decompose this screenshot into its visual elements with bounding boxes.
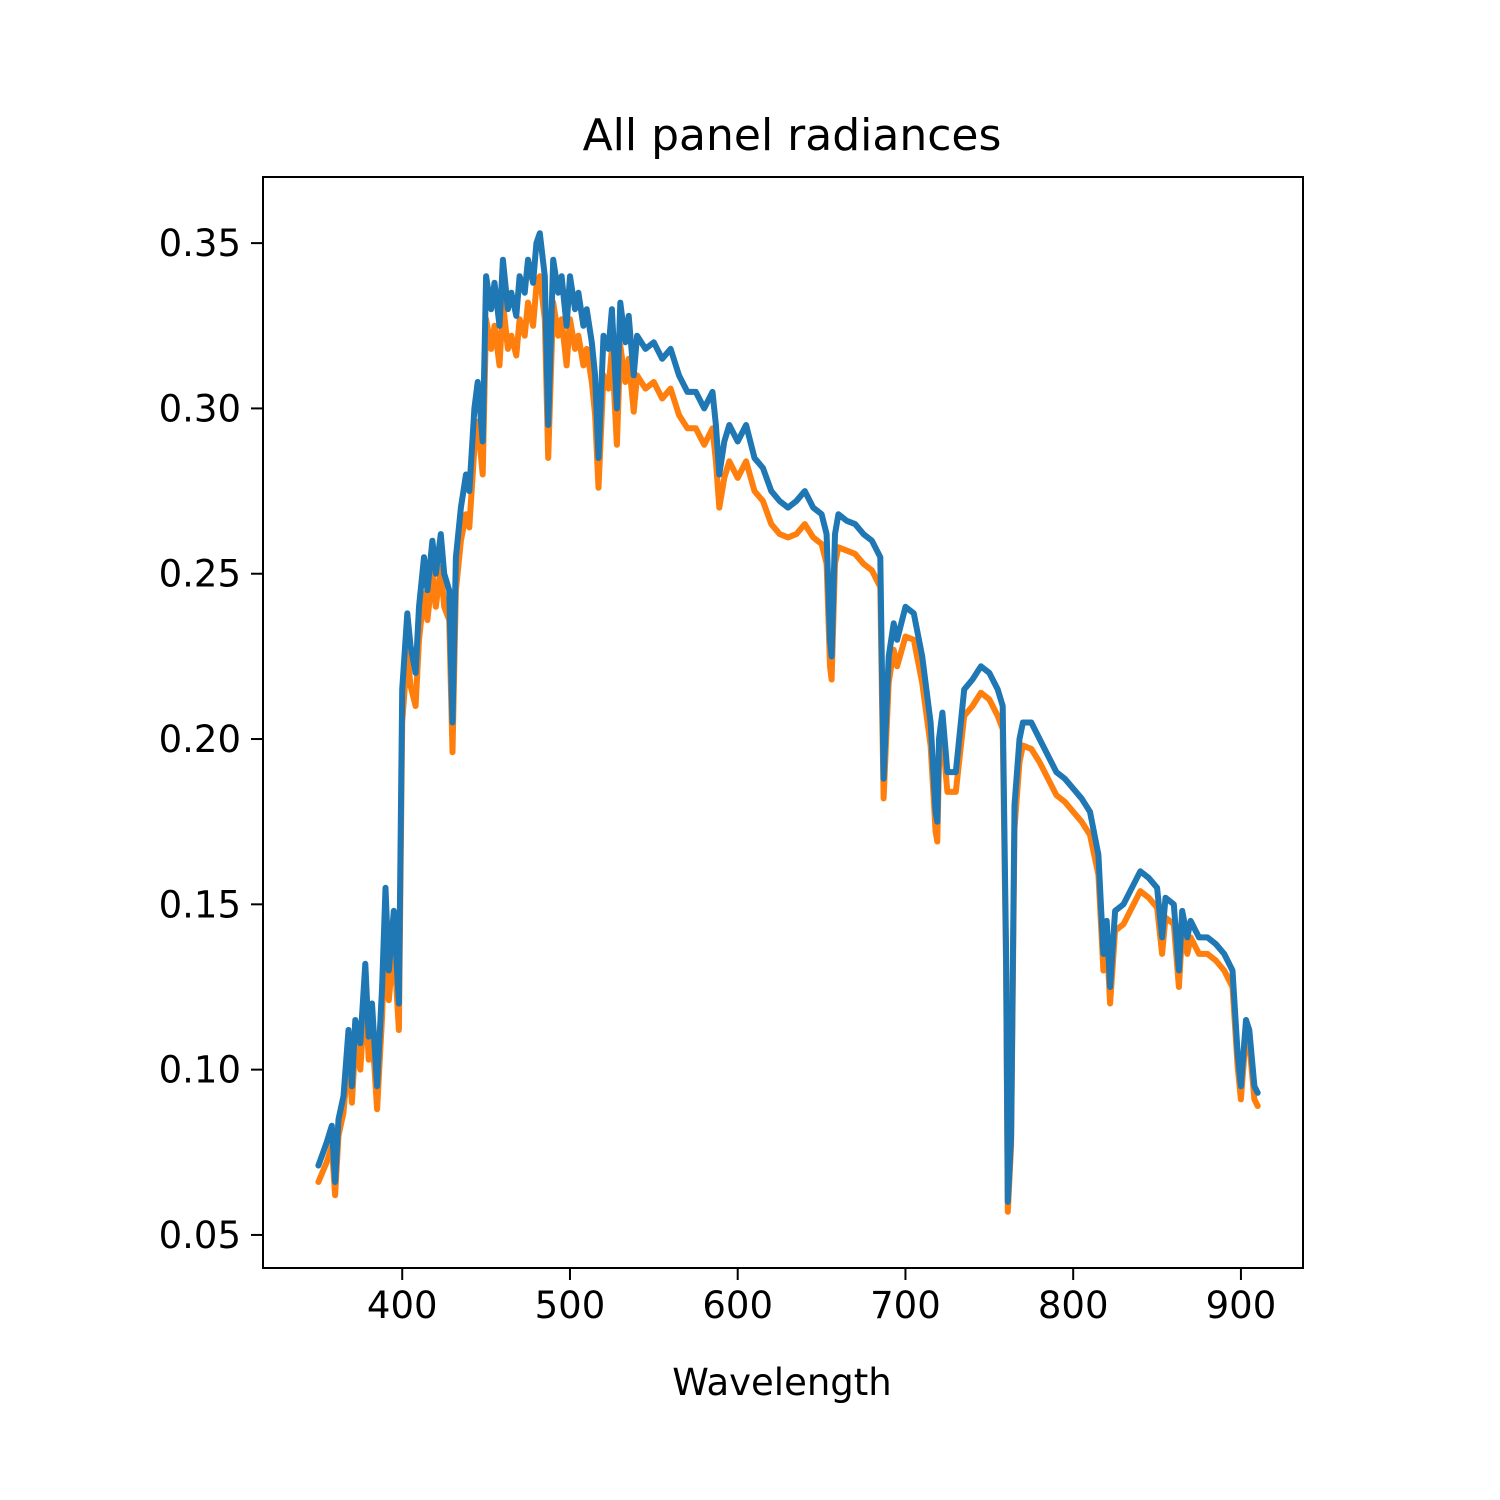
y-tick-label: 0.30 <box>159 387 241 430</box>
y-tick-label: 0.05 <box>159 1214 241 1257</box>
y-tick-label: 0.25 <box>159 553 241 596</box>
x-axis: 400 500 600 700 800 900 <box>367 1268 1276 1327</box>
y-axis: 0.05 0.10 0.15 0.20 0.25 0.30 0.35 <box>159 222 263 1257</box>
x-tick-label: 900 <box>1206 1284 1277 1327</box>
x-tick-label: 400 <box>367 1284 438 1327</box>
x-axis-label: Wavelength <box>672 1361 892 1404</box>
plot-frame <box>262 176 1304 1269</box>
plot-area <box>262 176 1304 1269</box>
series-line-1 <box>315 230 1261 1205</box>
series-line-2 <box>315 273 1261 1215</box>
y-tick-label: 0.35 <box>159 222 241 265</box>
chart-title: All panel radiances <box>583 110 1002 161</box>
y-tick-label: 0.10 <box>159 1049 241 1092</box>
x-tick-label: 500 <box>535 1284 606 1327</box>
y-tick-label: 0.15 <box>159 883 241 926</box>
x-tick-label: 700 <box>870 1284 941 1327</box>
y-tick-label: 0.20 <box>159 718 241 761</box>
series-layer <box>315 230 1261 1215</box>
x-tick-label: 600 <box>702 1284 773 1327</box>
x-tick-label: 800 <box>1038 1284 1109 1327</box>
